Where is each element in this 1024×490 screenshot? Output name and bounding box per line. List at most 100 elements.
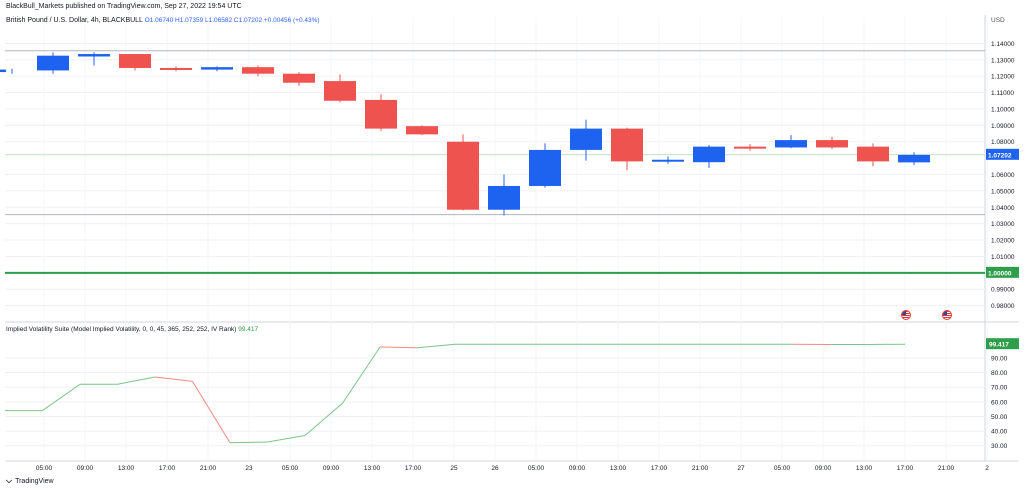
price-tick-label: 1.11000 [991,90,1014,97]
indicator-value: 99.417 [238,326,259,333]
time-tick-label: 05:00 [36,465,53,472]
candle-body [652,159,684,162]
candle-body [447,141,479,210]
iv-line-segment [117,376,156,385]
price-tick-label: 1.03000 [991,221,1015,228]
iv-line-segment [192,381,231,444]
candle-body [693,146,725,163]
tradingview-logo-icon: ⌵ [6,476,13,485]
iv-value-tag: 99.417 [989,342,1009,349]
iv-line-segment [229,441,268,444]
candle-body [242,67,274,74]
time-tick-label: 05:00 [282,465,299,472]
candle-body [611,128,643,162]
time-tick-label: 17:00 [651,465,668,472]
time-tick-label: 25 [450,465,458,472]
iv-line-segment [42,383,81,411]
iv-line-segment [304,402,343,436]
candle-body [570,128,602,150]
iv-tick-label: 60.00 [991,399,1008,406]
iv-line-segment [342,346,381,404]
footer-brand-label: TradingView [15,477,54,485]
iv-tick-label: 70.00 [991,385,1008,392]
time-tick-label: 09:00 [323,465,340,472]
candle-body [37,55,69,71]
price-tick-label: 0.98000 [991,303,1015,310]
price-tick-label: 0.99000 [991,287,1015,294]
price-tick-label: 1.10000 [991,106,1015,113]
time-tick-label: 21:00 [938,465,955,472]
price-tick-label: 1.01000 [991,254,1015,261]
time-tick-label: 17:00 [897,465,914,472]
candle-body [365,99,397,129]
iv-line-segment [267,434,306,443]
time-tick-label: 13:00 [856,465,873,472]
us-event-flag-icon[interactable] [901,310,911,320]
current-price-tag-bg [986,148,1019,160]
price-tick-label: 1.12000 [991,74,1015,81]
publisher-line: BlackBull_Markets published on TradingVi… [6,3,242,10]
price-tick-label: 1.13000 [991,57,1015,64]
candle-body [78,54,110,57]
candle-body [857,146,889,162]
iv-tick-label: 50.00 [991,414,1008,421]
indicator-legend: Implied Volatility Suite (Model Implied … [6,326,258,333]
symbol-line: British Pound / U.S. Dollar, 4h, BLACKBU… [6,17,320,24]
ohlc-values: O1.06740 H1.07359 L1.06582 C1.07202 +0.0… [144,17,320,24]
iv-tick-label: 30.00 [991,443,1008,450]
candle-body [734,146,766,149]
currency-label: USD [991,17,1005,24]
iv-tick-label: 90.00 [991,355,1008,362]
time-tick-label: 09:00 [569,465,586,472]
price-tick-label: 1.09000 [991,123,1015,130]
footer-brand[interactable]: ⌵ TradingView [6,476,54,486]
support-price-tag-bg [986,266,1019,278]
price-tick-label: 1.14000 [991,41,1015,48]
time-tick-label: 05:00 [528,465,545,472]
time-tick-label: 23 [245,465,253,472]
candle-body [0,69,6,73]
us-event-flag-icon[interactable] [942,310,952,320]
time-tick-label: 17:00 [159,465,176,472]
time-tick-label: 13:00 [364,465,381,472]
iv-value-tag-bg [986,338,1019,350]
time-tick-label: 17:00 [405,465,422,472]
time-tick-label: 09:00 [815,465,832,472]
candle-body [201,67,233,70]
iv-line-segment [417,343,456,349]
indicator-title: Implied Volatility Suite (Model Implied … [6,326,237,333]
iv-tick-label: 40.00 [991,429,1008,436]
candle-body [119,54,151,68]
candle-body [816,140,848,148]
time-tick-label: 13:00 [118,465,135,472]
time-tick-label: 05:00 [774,465,791,472]
iv-line-segment [154,376,193,382]
time-tick-label: 21:00 [692,465,709,472]
time-tick-label: 09:00 [77,465,94,472]
current-price-tag: 1.07202 [988,152,1012,159]
candle-body [283,73,315,83]
candle-body [324,81,356,101]
price-tick-label: 1.04000 [991,205,1015,212]
price-tick-label: 1.02000 [991,238,1015,245]
candle-body [529,149,561,186]
price-tick-label: 1.05000 [991,188,1015,195]
support-price-tag: 1.00000 [988,270,1012,277]
iv-tick-label: 80.00 [991,370,1008,377]
symbol-title: British Pound / U.S. Dollar, 4h, BLACKBU… [6,17,143,24]
candle-body [775,140,807,148]
candle-body [898,154,930,163]
time-tick-label: 13:00 [610,465,627,472]
candle-body [406,126,438,135]
iv-line-segment [379,346,418,349]
candle-body [488,185,520,210]
candle-body [160,67,192,70]
time-tick-label: 2 [985,465,989,472]
price-tick-label: 1.06000 [991,172,1015,179]
time-tick-label: 27 [737,465,745,472]
time-tick-label: 21:00 [200,465,217,472]
time-tick-label: 26 [491,465,499,472]
price-tick-label: 1.08000 [991,139,1015,146]
